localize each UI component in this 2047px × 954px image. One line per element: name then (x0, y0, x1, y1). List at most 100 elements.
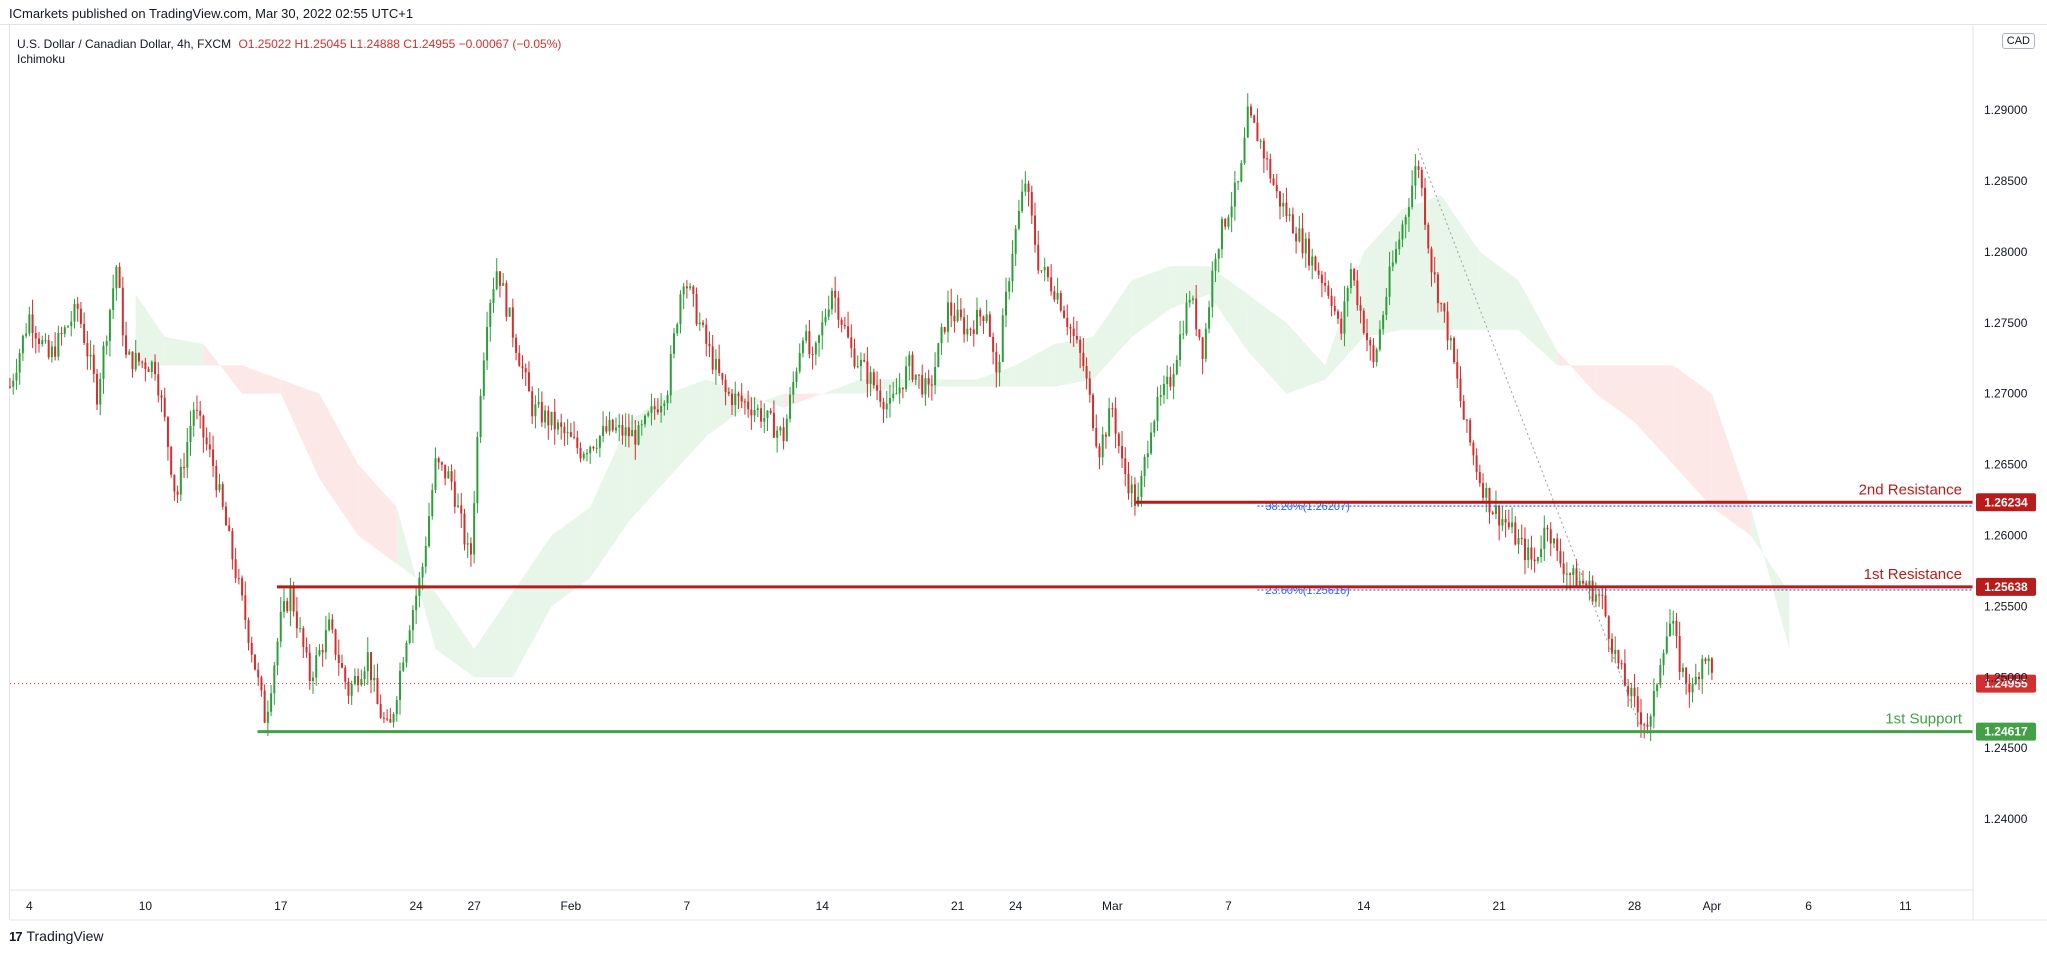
candle-body (1104, 434, 1107, 437)
candle-body (602, 426, 605, 436)
y-tick-label: 1.28500 (1984, 174, 2028, 188)
candle-body (1694, 676, 1697, 685)
candle-body (1517, 538, 1520, 545)
candle-body (440, 462, 443, 465)
x-tick-label: 21 (951, 899, 965, 913)
candle-body (1343, 301, 1346, 334)
candle-body (1304, 238, 1307, 254)
candle-body (99, 378, 102, 405)
cloud-segment (1479, 251, 1519, 330)
candle-body (257, 669, 260, 678)
candle-body (1559, 550, 1562, 564)
level-price-badge (1976, 577, 2036, 596)
candle-body (179, 466, 182, 495)
cloud-segment (590, 422, 629, 579)
candle-body (1691, 684, 1694, 693)
candle-body (321, 649, 324, 653)
candle-body (1295, 233, 1298, 242)
y-tick-label: 1.24500 (1984, 741, 2028, 755)
candle-body (128, 351, 131, 355)
x-tick-label: 27 (467, 899, 481, 913)
candle-body (199, 410, 202, 416)
candle-body (682, 286, 685, 295)
candle-body (711, 346, 714, 370)
fib-level-label: 38.20%(1.26207) (1265, 501, 1349, 513)
candle-body (308, 652, 311, 682)
candle-body (495, 271, 498, 289)
candle-body (508, 307, 511, 317)
symbol-legend[interactable]: U.S. Dollar / Canadian Dollar, 4h, FXCM … (17, 35, 561, 53)
candle-body (534, 404, 537, 417)
candle-body (263, 690, 266, 723)
tradingview-logo[interactable]: 17 TradingView (9, 928, 104, 944)
candle-body (1501, 519, 1504, 526)
candle-body (1462, 401, 1465, 420)
candle-body (244, 595, 247, 621)
indicator-name[interactable]: Ichimoku (17, 52, 66, 66)
candle-body (160, 395, 163, 398)
candle-body (92, 354, 95, 374)
candle-body (779, 427, 782, 431)
candle-body (70, 321, 73, 327)
x-tick-label: 10 (139, 899, 153, 913)
candle-body (1472, 442, 1475, 456)
candle-body (1001, 315, 1004, 362)
candle-body (1172, 374, 1175, 387)
candle-body (1043, 267, 1046, 271)
candle-body (457, 505, 460, 507)
candle-body (924, 378, 927, 395)
candle-body (469, 543, 472, 555)
candle-body (843, 324, 846, 327)
candle-body (1601, 594, 1604, 596)
candle-body (1150, 432, 1153, 454)
candle-body (41, 340, 44, 345)
symbol-name[interactable]: U.S. Dollar / Canadian Dollar, 4h, FXCM (17, 37, 232, 51)
candle-body (969, 328, 972, 330)
candle-body (679, 294, 682, 325)
candle-body (370, 652, 373, 681)
currency-button[interactable]: CAD (2001, 33, 2035, 49)
candle-body (1482, 483, 1485, 498)
candle-body (1153, 421, 1156, 433)
candle-body (643, 415, 646, 425)
candle-body (1581, 580, 1584, 584)
candle-body (582, 453, 585, 459)
candle-body (328, 619, 331, 631)
candle-body (228, 525, 231, 531)
candle-body (386, 718, 389, 720)
candle-body (38, 338, 41, 345)
candle-body (67, 326, 70, 328)
candle-body (76, 303, 79, 309)
candle-body (1433, 272, 1436, 275)
candle-body (1259, 140, 1262, 142)
level-name: 2nd Resistance (1859, 481, 1962, 498)
candle-body (424, 546, 427, 567)
candle-body (1063, 310, 1066, 318)
candle-body (1114, 408, 1117, 434)
level-lines: 38.20%(1.26207)23.60%(1.25616)2nd Resist… (10, 148, 2036, 741)
candle-body (1591, 580, 1594, 602)
candle-body (1424, 187, 1427, 225)
candle-body (1237, 181, 1240, 183)
candle-body (737, 393, 740, 396)
candle-body (1465, 419, 1468, 421)
candle-body (1404, 216, 1407, 225)
candle-body (1053, 291, 1056, 300)
candle-body (798, 353, 801, 372)
candle-body (1514, 522, 1517, 545)
candle-body (1159, 395, 1162, 397)
candle-body (795, 371, 798, 383)
candle-body (1527, 547, 1530, 561)
candle-body (347, 681, 350, 696)
candle-body (1208, 307, 1211, 329)
candle-body (1220, 218, 1223, 250)
cloud-segment (164, 336, 204, 366)
candle-body (144, 362, 147, 370)
candle-body (1037, 244, 1040, 271)
candle-body (1585, 583, 1588, 587)
candle-body (1523, 538, 1526, 561)
candle-body (221, 484, 224, 507)
candle-body (1552, 538, 1555, 544)
candle-body (1369, 340, 1372, 346)
